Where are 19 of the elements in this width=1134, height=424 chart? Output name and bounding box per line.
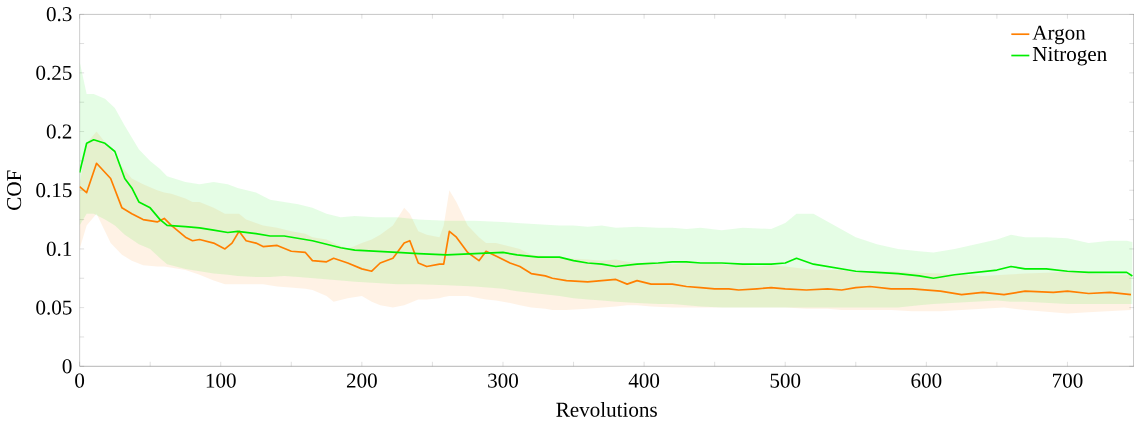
y-tick-label: 0.2 — [46, 124, 72, 139]
x-tick-label: 300 — [488, 373, 518, 388]
legend-label: Argon — [1032, 25, 1086, 45]
y-tick-label: 0.15 — [36, 183, 72, 198]
y-tick-label: 0.25 — [36, 65, 72, 81]
y-tick-label: 0.1 — [46, 241, 72, 257]
y-tick-label: 0 — [62, 359, 72, 374]
legend-label: Nitrogen — [1032, 47, 1107, 66]
x-tick-label: 200 — [346, 373, 377, 388]
y-tick-label: 0.3 — [46, 7, 72, 22]
x-tick-label: 700 — [1053, 373, 1083, 388]
x-tick-label: 100 — [206, 373, 236, 388]
x-axis-title: Revolutions — [556, 402, 657, 417]
x-tick-label: 600 — [911, 373, 942, 388]
y-tick-label: 0.05 — [36, 300, 72, 315]
x-tick-label: 500 — [770, 373, 801, 388]
y-axis-title: COF — [7, 170, 22, 210]
x-tick-label: 400 — [628, 373, 660, 388]
x-tick-label: 0 — [75, 373, 85, 388]
